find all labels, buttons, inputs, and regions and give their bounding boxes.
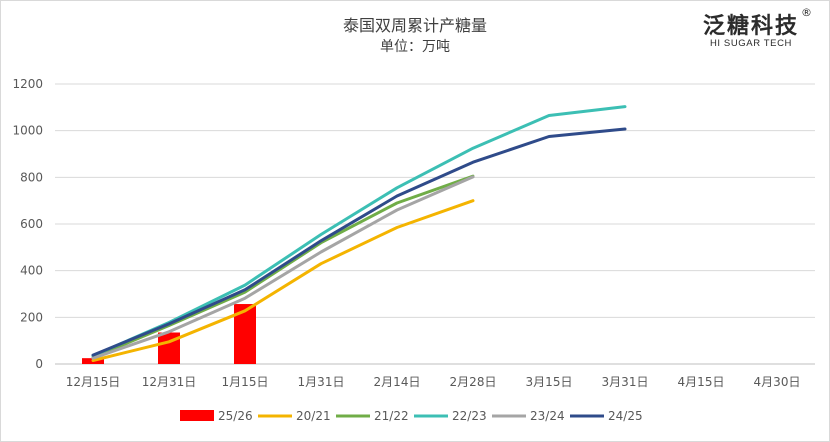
y-tick-label: 200 xyxy=(20,310,43,324)
x-tick-label: 12月31日 xyxy=(142,375,197,389)
series-line xyxy=(91,105,627,358)
legend-swatch xyxy=(180,410,214,421)
series-line xyxy=(91,174,475,359)
y-tick-label: 600 xyxy=(20,217,43,231)
x-tick-label: 12月15日 xyxy=(66,375,121,389)
brand-name-en: HI SUGAR TECH xyxy=(709,38,793,49)
chart-title: 泰国双周累计产糖量 xyxy=(342,16,487,35)
brand-logo: 泛糖科技 ® HI SUGAR TECH xyxy=(696,6,812,49)
legend-label: 23/24 xyxy=(530,409,565,423)
x-tick-label: 2月28日 xyxy=(450,375,497,389)
x-tick-label: 2月14日 xyxy=(374,375,421,389)
y-tick-label: 1200 xyxy=(12,77,43,91)
x-tick-label: 3月31日 xyxy=(602,375,649,389)
legend-label: 24/25 xyxy=(608,409,643,423)
y-tick-label: 400 xyxy=(20,264,43,278)
x-tick-label: 4月15日 xyxy=(678,375,725,389)
legend-label: 20/21 xyxy=(296,409,331,423)
x-tick-label: 3月15日 xyxy=(526,375,573,389)
legend-label: 21/22 xyxy=(374,409,409,423)
bar xyxy=(234,304,256,364)
y-tick-label: 800 xyxy=(20,170,43,184)
y-tick-label: 1000 xyxy=(12,124,43,138)
legend-label: 25/26 xyxy=(218,409,253,423)
x-tick-label: 1月31日 xyxy=(298,375,345,389)
registered-mark: ® xyxy=(801,6,812,19)
brand-name-cn: 泛糖科技 xyxy=(702,14,799,39)
series-line xyxy=(91,127,627,357)
x-tick-label: 4月30日 xyxy=(754,375,801,389)
y-tick-label: 0 xyxy=(35,357,43,371)
legend-label: 22/23 xyxy=(452,409,487,423)
x-tick-label: 1月15日 xyxy=(222,375,269,389)
series-line xyxy=(91,199,475,362)
series-line xyxy=(91,175,475,360)
chart-subtitle: 单位：万吨 xyxy=(380,39,450,55)
